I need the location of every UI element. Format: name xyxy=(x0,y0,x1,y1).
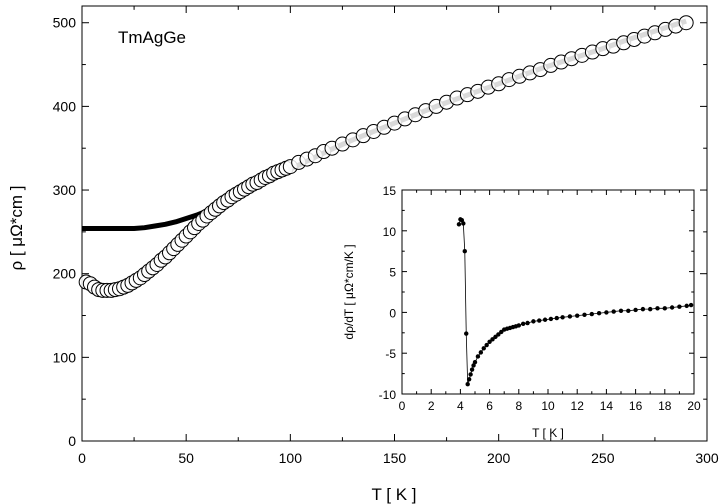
derivative-point xyxy=(466,377,472,382)
derivative-point xyxy=(575,313,580,318)
main-y-tick-label: 400 xyxy=(53,98,77,114)
derivative-point xyxy=(662,306,667,311)
main-x-tick-label: 200 xyxy=(487,450,511,466)
main-x-tick-label: 300 xyxy=(695,450,719,466)
derivative-point xyxy=(542,317,548,322)
main-x-tick-label: 50 xyxy=(178,450,194,466)
derivative-point xyxy=(626,308,631,313)
main-x-axis-title: T [ K ] xyxy=(371,485,416,504)
annotation-label: TmAgGe xyxy=(118,28,186,47)
derivative-point xyxy=(677,304,682,309)
inset-x-tick-label: 18 xyxy=(658,399,672,413)
main-x-tick-label: 150 xyxy=(383,450,407,466)
derivative-point xyxy=(596,311,602,316)
derivative-point xyxy=(567,314,573,319)
derivative-point xyxy=(525,320,530,326)
inset-y-tick-label: 15 xyxy=(383,184,397,198)
inset-y-tick-label: -10 xyxy=(379,388,397,402)
derivative-point xyxy=(478,350,484,355)
derivative-point xyxy=(560,315,565,320)
main-y-tick-label: 100 xyxy=(53,349,77,365)
derivative-point xyxy=(582,312,587,318)
derivative-point xyxy=(548,316,554,322)
derivative-point xyxy=(496,332,501,337)
inset-x-axis-title: T [ K ] xyxy=(532,426,564,440)
derivative-point xyxy=(537,318,542,323)
derivative-point xyxy=(481,346,486,351)
derivative-point xyxy=(633,307,638,313)
derivative-point xyxy=(611,309,616,314)
derivative-point xyxy=(490,337,495,342)
inset-x-tick-label: 10 xyxy=(541,399,555,413)
inset-x-tick-label: 6 xyxy=(486,399,493,413)
derivative-point xyxy=(493,334,498,340)
inset-y-tick-label: 10 xyxy=(383,225,397,239)
main-y-axis-title: ρ [ μΩ*cm ] xyxy=(7,185,26,270)
derivative-point xyxy=(461,221,466,226)
derivative-point xyxy=(604,310,609,315)
derivative-point xyxy=(516,323,521,328)
inset-y-tick-label: 0 xyxy=(389,306,396,320)
main-y-tick-label: 0 xyxy=(68,433,76,449)
inset-ticks: 0 2 4 6 8 10 12 14 16 18 20 -10 -5 0 5 10 15 xyxy=(379,184,701,413)
derivative-point xyxy=(589,311,594,317)
main-x-tick-label: 250 xyxy=(591,450,615,466)
inset-y-axis-title: dρ/dT [ μΩ*cm/K ] xyxy=(342,244,356,339)
main-series xyxy=(78,15,694,298)
measured-point xyxy=(678,15,694,31)
derivative-point xyxy=(475,354,481,359)
derivative-point xyxy=(640,306,646,312)
inset-x-tick-label: 8 xyxy=(515,399,522,413)
derivative-point xyxy=(469,367,475,372)
derivative-point xyxy=(684,303,689,309)
inset-x-tick-label: 16 xyxy=(629,399,643,413)
derivative-point xyxy=(472,359,478,365)
inset-x-tick-label: 4 xyxy=(457,399,464,413)
derivative-point xyxy=(484,342,489,348)
derivative-point xyxy=(618,308,624,313)
main-x-tick-label: 100 xyxy=(279,450,303,466)
inset-plot-frame xyxy=(401,189,695,395)
derivative-point xyxy=(655,306,660,311)
derivative-point xyxy=(462,249,467,254)
derivative-point xyxy=(531,319,536,324)
derivative-point xyxy=(487,339,492,344)
inset-x-tick-label: 0 xyxy=(399,399,406,413)
derivative-point xyxy=(688,302,694,308)
derivative-point xyxy=(648,306,653,312)
derivative-point xyxy=(465,382,470,387)
derivative-point xyxy=(499,329,504,335)
inset-y-tick-label: 5 xyxy=(389,266,396,280)
inset-x-tick-label: 20 xyxy=(687,399,701,413)
main-y-tick-label: 500 xyxy=(53,15,77,31)
main-x-tick-label: 0 xyxy=(78,450,86,466)
derivative-point xyxy=(554,315,559,321)
inset-x-tick-label: 14 xyxy=(600,399,614,413)
inset-x-tick-label: 2 xyxy=(428,399,435,413)
main-y-tick-label: 300 xyxy=(53,182,77,198)
derivative-point xyxy=(456,222,462,227)
derivative-point xyxy=(520,321,526,327)
inset-y-tick-label: -5 xyxy=(385,347,396,361)
derivative-point xyxy=(669,305,675,310)
inset-x-tick-label: 12 xyxy=(571,399,585,413)
derivative-point xyxy=(468,372,473,377)
derivative-point xyxy=(464,331,469,336)
main-y-tick-label: 200 xyxy=(53,266,77,282)
inset-series xyxy=(456,217,694,387)
